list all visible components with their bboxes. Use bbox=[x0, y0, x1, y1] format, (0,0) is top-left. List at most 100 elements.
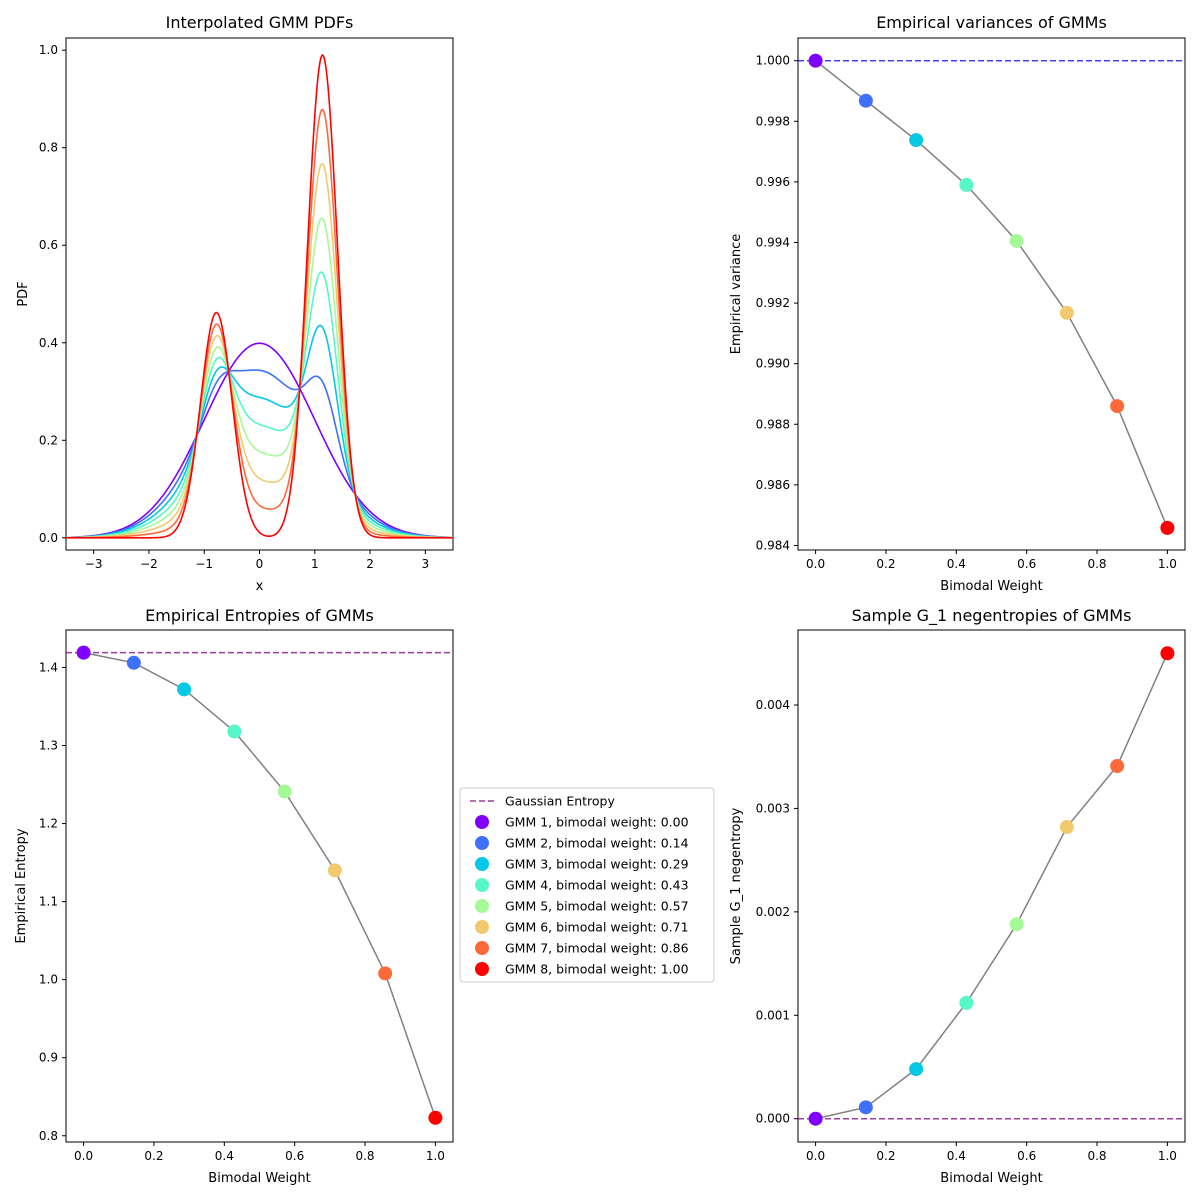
variance-point-gmm-2 bbox=[858, 93, 873, 108]
x-tick-label: 3 bbox=[422, 557, 430, 571]
x-tick-label: 1.0 bbox=[1158, 1149, 1177, 1163]
x-tick-label: 0.2 bbox=[876, 557, 895, 571]
entropy-axes-frame bbox=[65, 629, 454, 1143]
negentropy-point-gmm-2 bbox=[858, 1100, 873, 1115]
negentropy-point-gmm-8 bbox=[1160, 646, 1175, 661]
variance-panel: 0.0 0.2 0.4 0.6 0.8 1.0 0.984 0.986 0.988 0.990 0.… bbox=[729, 13, 1186, 594]
negentropy-point-gmm-1 bbox=[808, 1111, 823, 1126]
entropy-point-gmm-2 bbox=[126, 655, 141, 670]
negentropy-series-line bbox=[815, 652, 1169, 1120]
x-tick-label: 0.4 bbox=[215, 1149, 234, 1163]
legend-handle-gmm-7 bbox=[475, 941, 489, 955]
entropy-point-gmm-8 bbox=[428, 1110, 443, 1125]
variance-point-gmm-7 bbox=[1110, 399, 1125, 414]
variance-point-gmm-8 bbox=[1160, 520, 1175, 535]
pdf-curve-gmm-7 bbox=[66, 108, 453, 539]
entropy-title: Empirical Entropies of GMMs bbox=[145, 606, 374, 625]
legend-frame bbox=[459, 787, 715, 983]
y-tick-label: 1.0 bbox=[39, 973, 58, 987]
x-tick-label: 0.4 bbox=[947, 557, 966, 571]
legend-entry-label: GMM 7, bimodal weight: 0.86 bbox=[505, 941, 689, 956]
legend-entry-label: GMM 5, bimodal weight: 0.57 bbox=[505, 899, 689, 914]
y-tick-label: 0.9 bbox=[39, 1051, 58, 1065]
y-tick-label: 0.001 bbox=[756, 1008, 790, 1022]
x-tick-label: 1.0 bbox=[1158, 557, 1177, 571]
pdf-curve-gmm-6 bbox=[66, 163, 453, 539]
x-tick-label: 0.8 bbox=[355, 1149, 374, 1163]
x-tick-label: 0.0 bbox=[806, 557, 825, 571]
entropy-point-gmm-5 bbox=[277, 784, 292, 799]
y-tick-label: 0.002 bbox=[756, 905, 790, 919]
negentropy-point-gmm-6 bbox=[1059, 820, 1074, 835]
negentropy-point-gmm-3 bbox=[909, 1062, 924, 1077]
legend-entry-label: GMM 2, bimodal weight: 0.14 bbox=[505, 836, 689, 851]
pdf-curve-gmm-3 bbox=[66, 324, 453, 539]
entropy-point-gmm-1 bbox=[76, 645, 91, 660]
variance-point-gmm-1 bbox=[808, 53, 823, 68]
x-tick-label: 1 bbox=[311, 557, 319, 571]
y-tick-label: 0.0 bbox=[39, 531, 58, 545]
negentropy-point-gmm-7 bbox=[1110, 759, 1125, 774]
pdf-curve-gmm-5 bbox=[66, 217, 453, 539]
y-tick-label: 0.988 bbox=[756, 417, 790, 431]
negentropy-ticks: 0.0 0.2 0.4 0.6 0.8 1.0 0.000 0.001 0.002 0.003 0.… bbox=[756, 698, 1177, 1163]
entropy-series-line bbox=[83, 651, 437, 1119]
y-tick-label: 0.990 bbox=[756, 357, 790, 371]
pdf-panel: −3 −2 −1 0 1 2 3 0.0 0.2 0.4 0.6 0.8 1.0 Interpolate… bbox=[16, 13, 454, 594]
legend-handle-gmm-4 bbox=[475, 878, 489, 892]
legend-handle-gmm-6 bbox=[475, 920, 489, 934]
variance-marks bbox=[798, 53, 1185, 535]
entropy-y-axis-label: Empirical Entropy bbox=[14, 828, 29, 943]
pdf-curve-gmm-8 bbox=[66, 54, 453, 539]
y-tick-label: 0.986 bbox=[756, 478, 790, 492]
legend-handle-gmm-1 bbox=[475, 815, 489, 829]
negentropy-marks bbox=[798, 646, 1185, 1126]
x-tick-label: −3 bbox=[85, 557, 103, 571]
x-tick-label: −2 bbox=[140, 557, 158, 571]
x-tick-label: 0.2 bbox=[144, 1149, 163, 1163]
pdf-y-axis-label: PDF bbox=[16, 281, 31, 306]
y-tick-label: 0.000 bbox=[756, 1112, 790, 1126]
y-tick-label: 0.6 bbox=[39, 238, 58, 252]
entropy-point-gmm-7 bbox=[378, 966, 393, 981]
legend-entry-label: Gaussian Entropy bbox=[505, 794, 615, 809]
legend-entry-label: GMM 1, bimodal weight: 0.00 bbox=[505, 815, 689, 830]
x-tick-label: 0.8 bbox=[1087, 1149, 1106, 1163]
y-tick-label: 1.0 bbox=[39, 43, 58, 57]
x-tick-label: 1.0 bbox=[426, 1149, 445, 1163]
variance-ticks: 0.0 0.2 0.4 0.6 0.8 1.0 0.984 0.986 0.988 0.990 0.… bbox=[756, 54, 1177, 571]
variance-y-axis-label: Empirical variance bbox=[729, 234, 744, 355]
y-tick-label: 1.4 bbox=[39, 660, 58, 674]
negentropy-point-gmm-5 bbox=[1009, 917, 1024, 932]
variance-point-gmm-3 bbox=[909, 133, 924, 148]
x-tick-label: 0.6 bbox=[285, 1149, 304, 1163]
x-tick-label: 0.4 bbox=[947, 1149, 966, 1163]
y-tick-label: 0.996 bbox=[756, 175, 790, 189]
legend: Gaussian Entropy GMM 1, bimodal weight: 0… bbox=[459, 787, 715, 983]
legend-entry-label: GMM 6, bimodal weight: 0.71 bbox=[505, 920, 689, 935]
x-tick-label: 0.2 bbox=[876, 1149, 895, 1163]
y-tick-label: 0.992 bbox=[756, 296, 790, 310]
entropy-point-gmm-4 bbox=[227, 724, 242, 739]
pdf-ticks: −3 −2 −1 0 1 2 3 0.0 0.2 0.4 0.6 0.8 1.0 bbox=[39, 43, 429, 571]
legend-entry-label: GMM 3, bimodal weight: 0.29 bbox=[505, 857, 689, 872]
x-tick-label: 0.8 bbox=[1087, 557, 1106, 571]
pdf-curve-gmm-2 bbox=[66, 369, 453, 539]
variance-point-gmm-6 bbox=[1059, 305, 1074, 320]
pdf-curve-gmm-1 bbox=[66, 342, 453, 539]
variance-point-gmm-4 bbox=[959, 177, 974, 192]
legend-handle-gmm-5 bbox=[475, 899, 489, 913]
x-tick-label: 0.6 bbox=[1017, 557, 1036, 571]
y-tick-label: 1.3 bbox=[39, 739, 58, 753]
y-tick-label: 0.8 bbox=[39, 1129, 58, 1143]
entropy-marks bbox=[66, 645, 453, 1125]
y-tick-label: 0.4 bbox=[39, 336, 58, 350]
variance-axes-frame bbox=[797, 37, 1186, 551]
entropy-x-axis-label: Bimodal Weight bbox=[208, 1171, 310, 1186]
legend-handle-gmm-8 bbox=[475, 962, 489, 976]
x-tick-label: 0.0 bbox=[806, 1149, 825, 1163]
entropy-point-gmm-6 bbox=[327, 863, 342, 878]
variance-title: Empirical variances of GMMs bbox=[876, 13, 1107, 32]
